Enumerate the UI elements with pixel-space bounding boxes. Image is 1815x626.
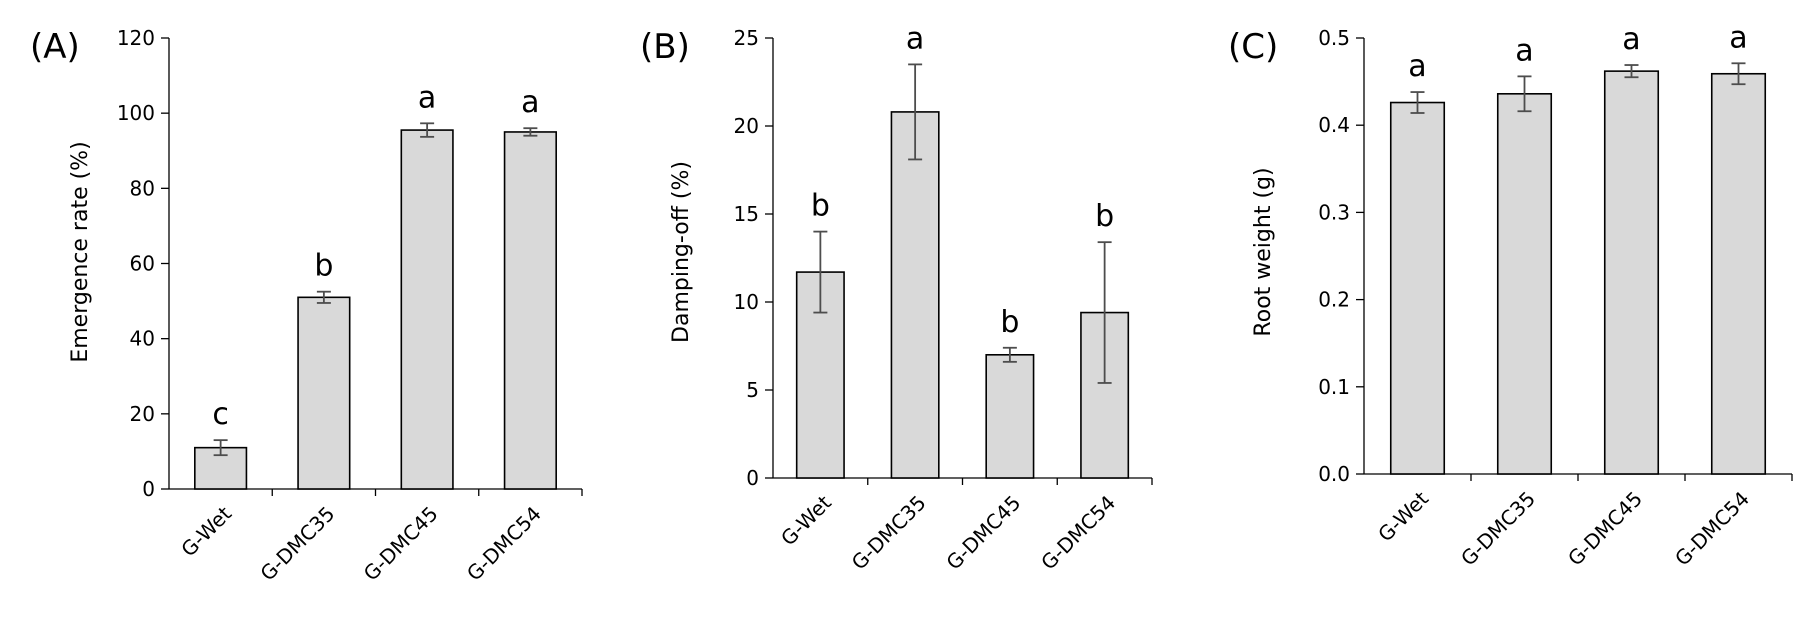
x-tick-label: G-DMC45: [359, 502, 443, 586]
x-tick-label: G-DMC54: [1036, 491, 1120, 575]
panel-b: (B) Damping-off (%) 0 5 10 15 20 25 b G-Wet a G-D…: [640, 21, 1153, 575]
x-tick-label: G-DMC35: [1456, 487, 1540, 571]
x-tick-label: G-DMC45: [941, 491, 1025, 575]
x-tick-label: G-DMC54: [462, 502, 546, 586]
panel-c: (C) Root weight (g) 0.0 0.1 0.2 0.3 0.4 0.5 a G…: [1228, 20, 1793, 571]
significance-letter: a: [906, 21, 924, 56]
x-tick-label: G-Wet: [776, 490, 836, 550]
x-tick-label: G-DMC45: [1563, 487, 1647, 571]
bar: [297, 296, 351, 490]
y-tick-label: 0.1: [1318, 375, 1350, 399]
y-tick-label: 80: [130, 176, 155, 200]
y-tick-label: 25: [734, 26, 759, 50]
y-tick-label: 20: [734, 114, 759, 138]
bar: [400, 129, 454, 490]
y-tick-label: 60: [130, 252, 155, 276]
bar: [985, 353, 1035, 479]
bar: [890, 111, 940, 479]
y-tick-label: 40: [130, 327, 155, 351]
panel-a-ylabel-group: Emergence rate (%): [68, 141, 93, 362]
x-tick-label: G-DMC35: [847, 491, 931, 575]
panel-c-label: (C): [1228, 27, 1278, 67]
y-tick-label: 20: [130, 402, 155, 426]
significance-letter: a: [1729, 20, 1747, 55]
significance-letter: c: [212, 397, 229, 432]
panel-c-ylabel-group: Root weight (g): [1251, 167, 1276, 336]
significance-letter: a: [521, 85, 539, 120]
bar: [503, 131, 557, 490]
bar: [1496, 93, 1553, 475]
significance-letter: a: [1408, 49, 1426, 84]
significance-letter: b: [1000, 305, 1019, 340]
panel-b-label: (B): [640, 27, 690, 67]
x-tick-label: G-DMC54: [1670, 487, 1754, 571]
y-tick-label: 5: [746, 378, 759, 402]
significance-letter: a: [1515, 33, 1533, 68]
x-tick-label: G-DMC35: [255, 502, 339, 586]
panel-c-ylabel: Root weight (g): [1251, 167, 1276, 336]
panel-b-ylabel-group: Damping-off (%): [669, 161, 694, 343]
y-tick-label: 0: [746, 466, 759, 490]
panel-a-label: (A): [30, 27, 80, 67]
panel-a: (A) Emergence rate (%) 0 20 40 60 80 100 120 c G…: [30, 26, 583, 586]
significance-letter: b: [314, 249, 333, 284]
y-tick-label: 0.3: [1318, 200, 1350, 224]
bar: [1710, 72, 1767, 475]
y-tick-label: 15: [734, 202, 759, 226]
y-tick-label: 100: [117, 101, 155, 125]
panel-a-ylabel: Emergence rate (%): [68, 141, 93, 362]
significance-letter: b: [811, 189, 830, 224]
y-tick-label: 0.0: [1318, 462, 1350, 486]
significance-letter: b: [1095, 199, 1114, 234]
bar: [795, 271, 845, 479]
y-tick-label: 0: [142, 477, 155, 501]
panel-b-ylabel: Damping-off (%): [669, 161, 694, 343]
significance-letter: a: [1622, 22, 1640, 57]
significance-letter: a: [418, 80, 436, 115]
x-tick-label: G-Wet: [1373, 486, 1433, 546]
bar: [1389, 101, 1446, 475]
bar: [1603, 70, 1660, 475]
y-tick-label: 0.5: [1318, 26, 1350, 50]
x-tick-label: G-Wet: [176, 501, 236, 561]
y-tick-label: 0.4: [1318, 113, 1350, 137]
y-tick-label: 10: [734, 290, 759, 314]
panel-a-plot: 0 20 40 60 80 100 120 c G-Wet b G-DMC35 a G-DMC45 a G-…: [117, 26, 583, 586]
y-tick-label: 120: [117, 26, 155, 50]
panel-c-plot: 0.0 0.1 0.2 0.3 0.4 0.5 a G-Wet a G-DMC35 a G-DMC45…: [1318, 20, 1793, 571]
y-tick-label: 0.2: [1318, 288, 1350, 312]
panel-b-plot: 0 5 10 15 20 25 b G-Wet a G-DMC35 b G-DMC45 b G-DMC54: [734, 21, 1153, 575]
